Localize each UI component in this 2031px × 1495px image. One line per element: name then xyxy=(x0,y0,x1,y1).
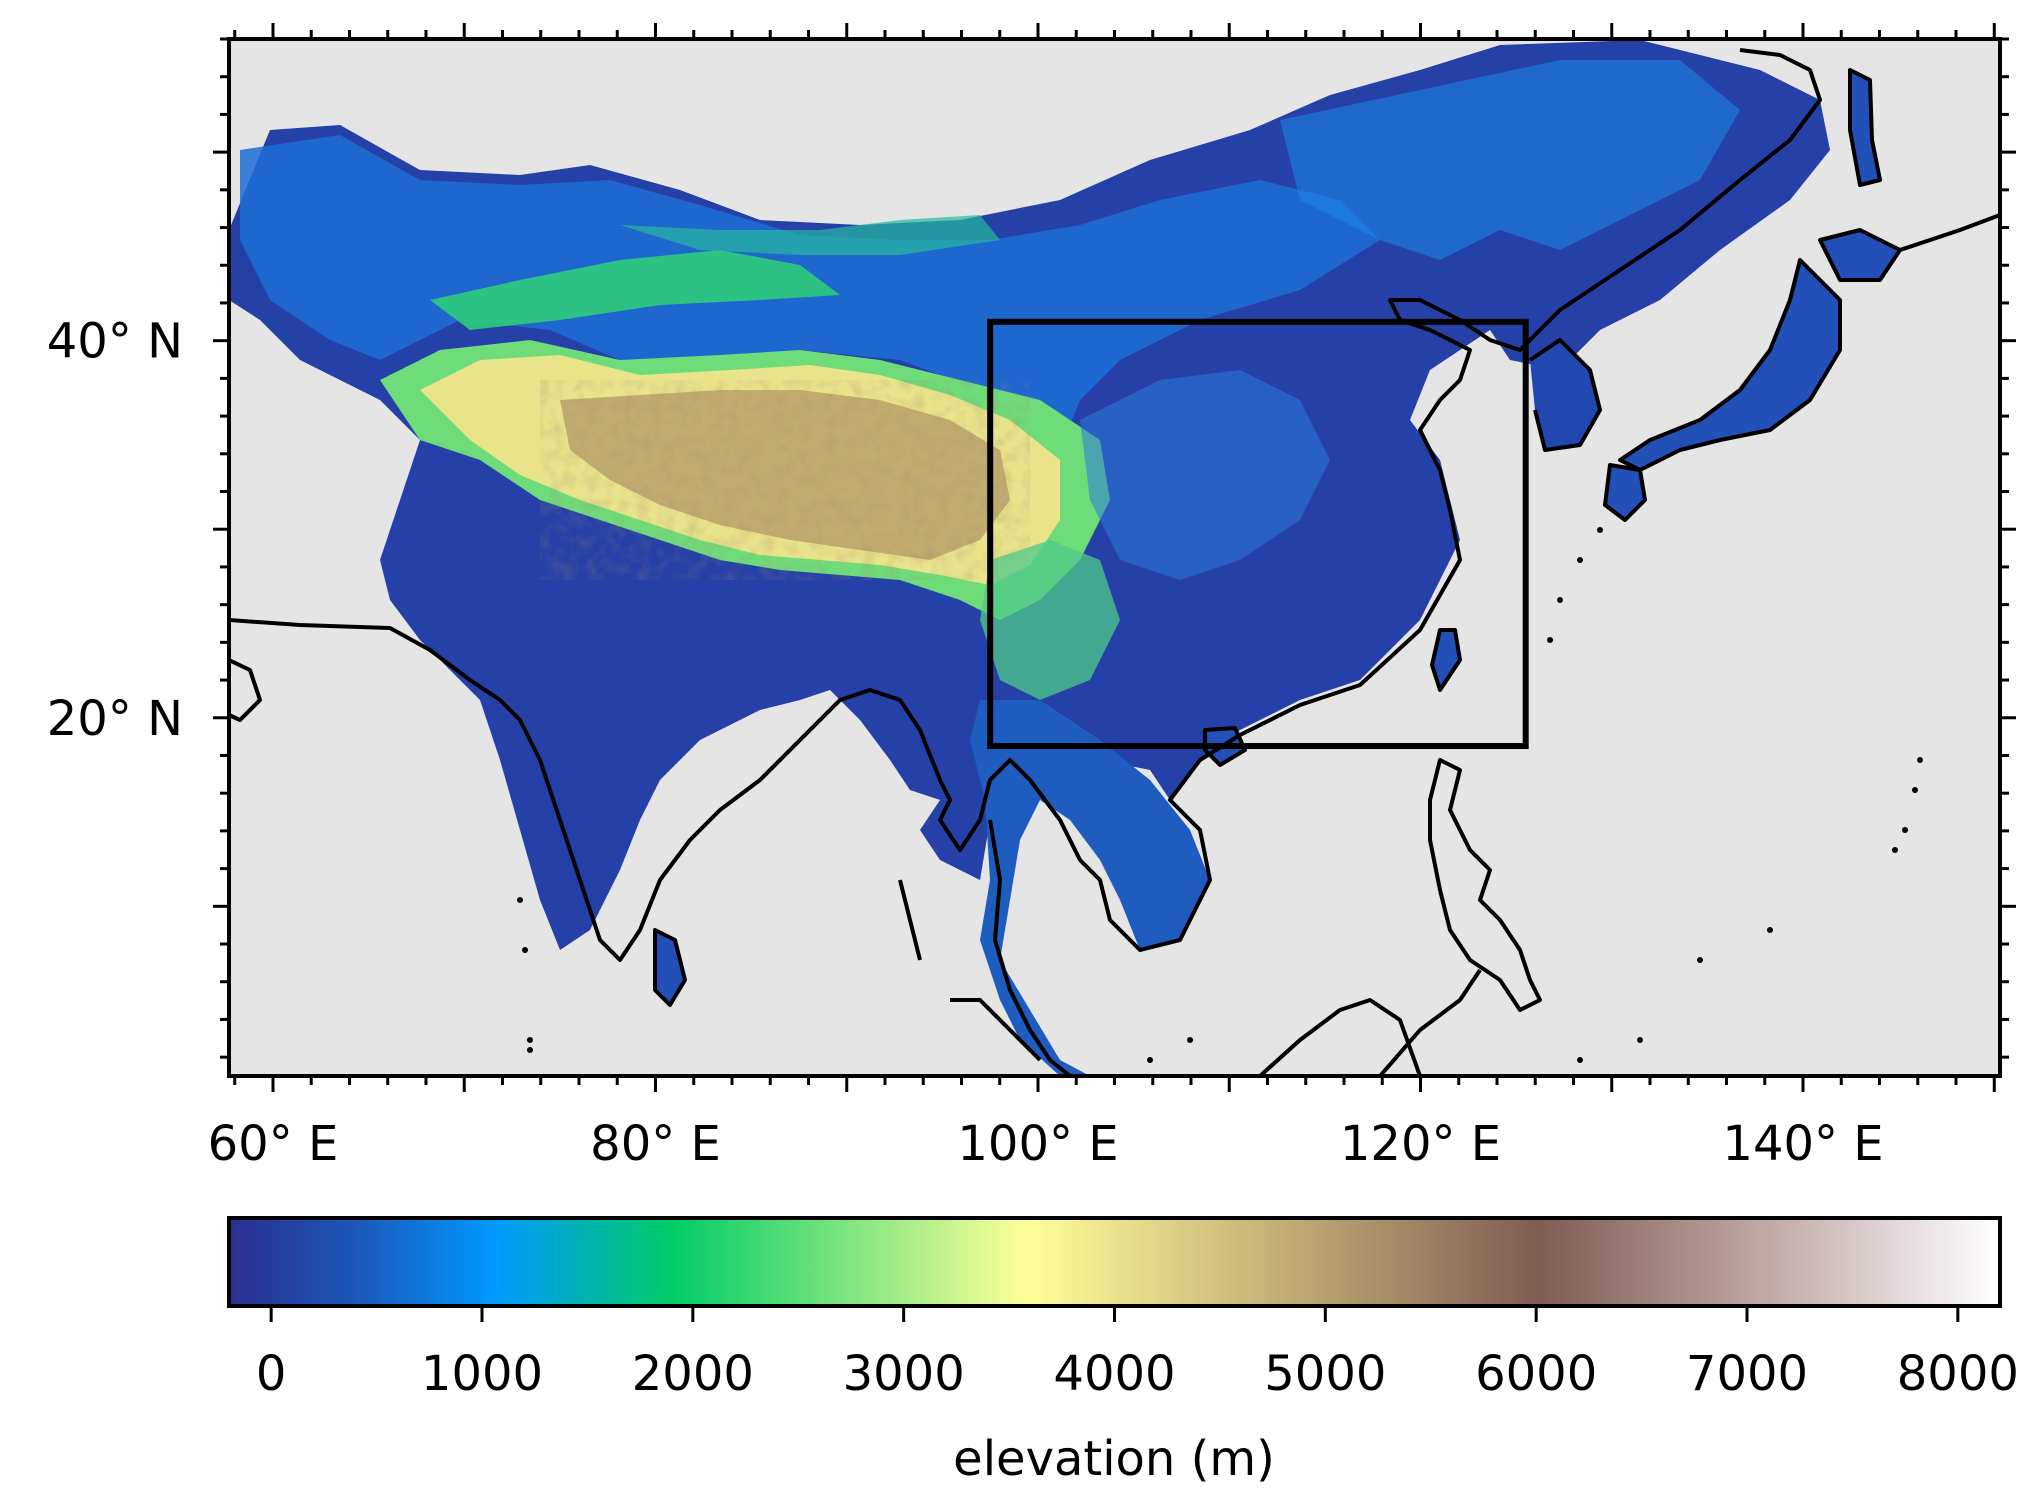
land-korea xyxy=(1530,340,1600,450)
colorbar-tick-label: 6000 xyxy=(1475,1346,1597,1402)
coastlines xyxy=(229,48,2000,1076)
colorbar-tick-label: 8000 xyxy=(1897,1346,2019,1402)
land-yunnan xyxy=(980,540,1120,700)
colorbar-ticks xyxy=(269,1306,1960,1322)
colorbar-gradient xyxy=(227,1216,2002,1308)
y-tick-label: 40° N xyxy=(47,314,183,370)
y-tick-labels: 40° N 20° N xyxy=(47,314,183,747)
land-altai xyxy=(620,215,1000,255)
x-tick-label: 120° E xyxy=(1340,1116,1501,1172)
land-japan-kyushu xyxy=(1605,465,1645,520)
land-tianshan xyxy=(430,250,840,330)
colorbar-title: elevation (m) xyxy=(953,1431,1275,1487)
x-tick-label: 140° E xyxy=(1722,1116,1883,1172)
colorbar-tick-label: 3000 xyxy=(843,1346,965,1402)
land-taiwan xyxy=(1432,630,1460,690)
elevation-raster xyxy=(229,40,2000,1076)
x-tick-labels: 60° E 80° E 100° E 120° E 140° E xyxy=(208,1116,1884,1172)
land-sakhalin xyxy=(1850,70,1880,185)
colorbar-tick-label: 0 xyxy=(256,1346,287,1402)
y-tick-label: 20° N xyxy=(47,691,183,747)
land-japan-hokkaido xyxy=(1820,230,1900,280)
colorbar: 0 1000 2000 3000 4000 5000 6000 7000 8000 elevat… xyxy=(227,1216,2019,1487)
colorbar-tick-label: 7000 xyxy=(1686,1346,1808,1402)
plateau-texture xyxy=(540,380,1030,580)
x-tick-label: 60° E xyxy=(208,1116,339,1172)
land-sri-lanka xyxy=(655,930,685,1005)
axis-ticks xyxy=(213,23,2016,1092)
land-central-china xyxy=(1080,370,1330,580)
land-indochina xyxy=(970,700,1210,1076)
colorbar-tick-labels: 0 1000 2000 3000 4000 5000 6000 7000 8000 xyxy=(256,1346,2019,1402)
colorbar-tick-label: 1000 xyxy=(421,1346,543,1402)
map-panel: 60° E 80° E 100° E 120° E 140° E 40° N 20° N xyxy=(47,23,2016,1172)
colorbar-tick-label: 5000 xyxy=(1264,1346,1386,1402)
land-northeast xyxy=(1280,60,1740,260)
x-tick-label: 80° E xyxy=(590,1116,721,1172)
x-tick-label: 100° E xyxy=(957,1116,1118,1172)
colorbar-tick-label: 4000 xyxy=(1053,1346,1175,1402)
islands xyxy=(517,527,1923,1063)
study-region-box xyxy=(987,318,1529,750)
colorbar-tick-label: 2000 xyxy=(632,1346,754,1402)
